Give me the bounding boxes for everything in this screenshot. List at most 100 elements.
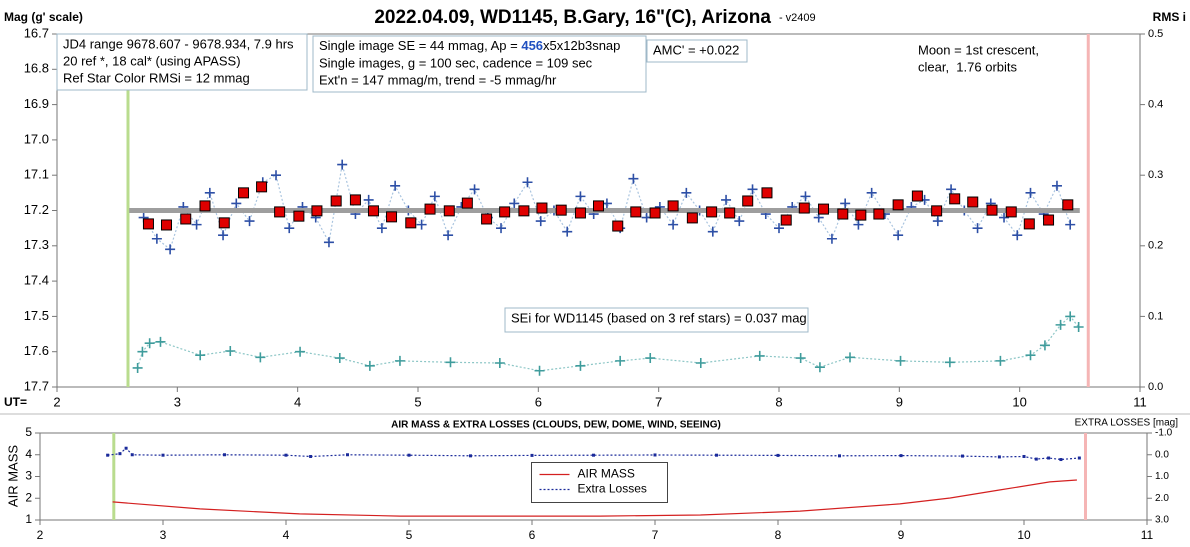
y-tick-label: 17.0 (24, 131, 49, 146)
data-point (142, 218, 154, 230)
data-point (893, 230, 904, 241)
data-point (1022, 454, 1026, 458)
data-point (593, 200, 604, 212)
data-point (986, 204, 998, 216)
annotation-part: x5x12b3snap (543, 38, 620, 53)
data-point (429, 191, 440, 202)
x-tick-label: 5 (406, 528, 413, 542)
annotation-text: AMC' = +0.022 (653, 42, 739, 57)
x-tick-label: 10 (1012, 394, 1026, 409)
legend-label: Extra Losses (578, 482, 647, 496)
x-tick-label: 4 (283, 528, 290, 542)
data-point (747, 184, 758, 195)
x-tick-label: 6 (535, 394, 542, 409)
data-point (295, 346, 306, 357)
data-point (509, 198, 520, 209)
y-tick-label: 16.8 (24, 61, 49, 76)
data-point (1047, 456, 1051, 460)
data-point (204, 187, 215, 198)
annotation-text: Moon = 1st crescent, (918, 42, 1039, 57)
data-point (530, 453, 534, 457)
y-tick-label: 16.9 (24, 96, 49, 111)
y-tick-label: 4 (25, 447, 32, 461)
annotation-text: Ext'n = 147 mmag/m, trend = -5 mmag/hr (319, 72, 557, 87)
x-tick-label: 11 (1141, 528, 1154, 542)
data-point (1025, 350, 1036, 361)
title: 2022.04.09, WD1145, B.Gary, 16"(C), Ariz… (374, 7, 771, 28)
data-point (686, 212, 698, 224)
data-point (1034, 457, 1038, 461)
data-point (667, 200, 679, 212)
y-tick-label: 1 (25, 512, 32, 526)
data-point (469, 454, 472, 458)
data-point (1039, 340, 1050, 351)
data-point (895, 355, 906, 366)
data-point (774, 223, 784, 234)
data-point (1023, 218, 1035, 230)
data-point (367, 205, 379, 217)
y2-tick-label: 1.0 (1155, 471, 1169, 482)
data-point (892, 199, 904, 211)
data-point (424, 203, 436, 215)
data-point (309, 454, 313, 458)
data-point (1065, 311, 1076, 322)
chart-title: 2022.04.09, WD1145, B.Gary, 16"(C), Ariz… (374, 7, 815, 28)
data-point (575, 191, 586, 202)
x-tick-label: 9 (896, 394, 903, 409)
data-point (721, 194, 732, 205)
data-point (405, 217, 417, 229)
data-point (199, 200, 211, 212)
data-point (494, 357, 505, 368)
data-point (967, 196, 979, 208)
data-point (536, 202, 548, 214)
y2-tick-label: 0.0 (1155, 449, 1169, 460)
data-point (118, 452, 122, 456)
data-point (469, 184, 480, 195)
y-axis-label: AIR MASS (5, 445, 20, 507)
data-point (151, 233, 162, 244)
data-point (284, 223, 295, 234)
data-point (271, 170, 282, 181)
data-point (144, 338, 155, 349)
y2-tick-label: 3.0 (1155, 515, 1169, 526)
data-point (997, 455, 1001, 459)
y2-tick-label: -1.0 (1155, 428, 1173, 439)
data-point (499, 206, 511, 218)
data-point (522, 177, 533, 188)
data-point (972, 223, 983, 234)
annotation-box (56, 33, 308, 91)
data-point (364, 360, 375, 371)
data-point (293, 210, 305, 222)
legend-box (531, 462, 668, 503)
x-tick-label: 2 (37, 528, 44, 542)
annotation-box (504, 307, 809, 333)
data-point (376, 223, 387, 234)
data-point (218, 230, 229, 241)
x-tick-label: 4 (294, 394, 301, 409)
data-point (191, 219, 202, 230)
data-point (180, 213, 192, 225)
y-tick-label: 17.7 (24, 378, 49, 393)
data-point (754, 350, 765, 361)
data-point (1051, 180, 1062, 191)
data-point (911, 190, 923, 202)
data-point (840, 198, 851, 209)
annotation-text: Single image SE = 44 mmag, Ap = 456x5x12… (319, 38, 620, 53)
x-tick-label: 11 (1133, 394, 1147, 409)
data-point (844, 352, 855, 363)
data-point (949, 193, 961, 205)
data-point (407, 453, 411, 457)
data-point (311, 205, 323, 217)
data-point (853, 219, 864, 230)
series-line (137, 315, 1080, 372)
data-point (837, 208, 849, 220)
annotation-box (312, 35, 647, 93)
data-point (628, 173, 639, 184)
annotation-text: 20 ref *, 18 cal* (using APASS) (63, 53, 241, 68)
data-point (106, 453, 110, 457)
y-tick-label: 17.3 (24, 237, 49, 252)
data-point (706, 206, 718, 218)
data-point (999, 212, 1010, 223)
data-point (734, 216, 745, 227)
